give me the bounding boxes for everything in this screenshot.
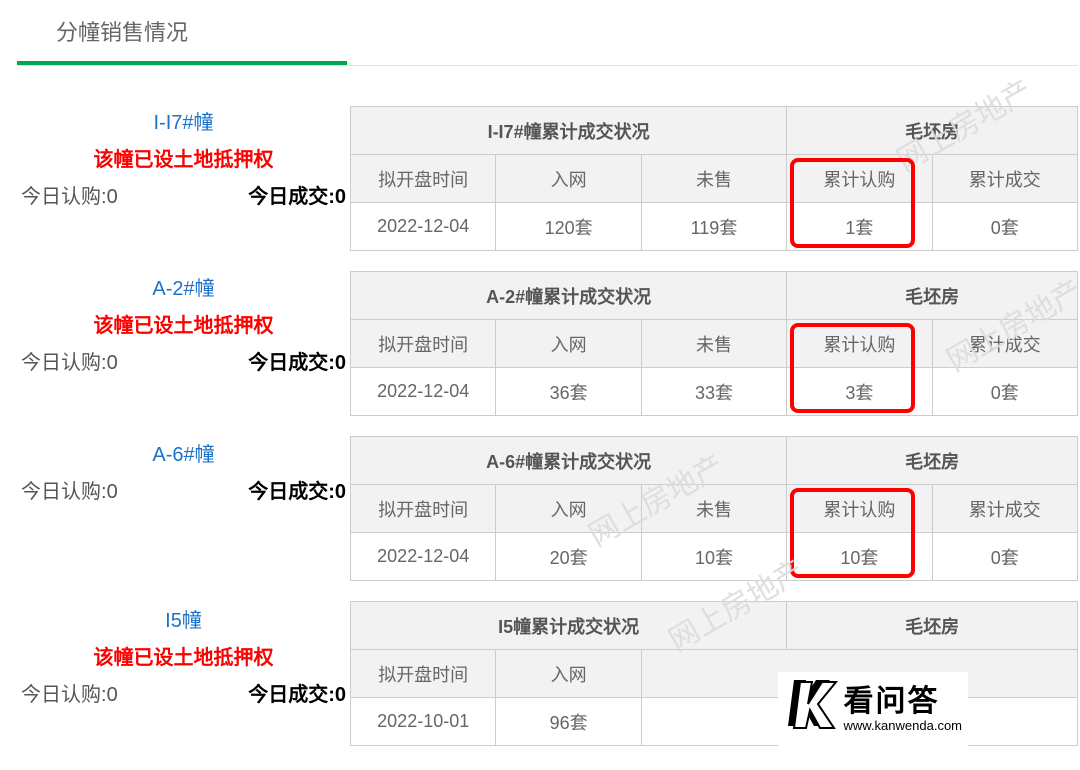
building-item: A-6#幢 今日认购:0 今日成交:0 bbox=[17, 438, 350, 574]
tab-header: 分幢销售情况 bbox=[0, 0, 1080, 65]
today-stats: 今日认购:0 今日成交:0 bbox=[17, 346, 350, 375]
cell-plan-open: 2022-12-04 bbox=[351, 533, 496, 581]
col-unsold: 未售 bbox=[641, 155, 786, 203]
today-sub-label: 今日认购:0 bbox=[21, 475, 118, 504]
building-name-link[interactable]: I-I7#幢 bbox=[153, 112, 213, 134]
today-sub-label: 今日认购:0 bbox=[21, 346, 118, 375]
building-table: 网上房地产 I5幢累计成交状况 毛坯房 拟开盘时间 入网 2022-1 bbox=[350, 601, 1078, 746]
cell-acc-sub: 1套 bbox=[787, 203, 932, 251]
today-sub-label: 今日认购:0 bbox=[21, 678, 118, 707]
building-table: 网上房地产 I-I7#幢累计成交状况 毛坯房 拟开盘时间 入网 未售 累计认购 … bbox=[350, 106, 1078, 251]
cell-plan-open: 2022-12-04 bbox=[351, 368, 496, 416]
cell-acc-sub: 3套 bbox=[787, 368, 932, 416]
site-logo-overlay: 看问答 www.kanwenda.com bbox=[778, 672, 969, 746]
status-table: A-2#幢累计成交状况 毛坯房 拟开盘时间 入网 未售 累计认购 累计成交 20… bbox=[350, 271, 1078, 416]
cell-unsold: 10套 bbox=[641, 533, 786, 581]
col-acc-deal: 累计成交 bbox=[932, 320, 1077, 368]
logo-text: 看问答 www.kanwenda.com bbox=[844, 687, 963, 732]
status-table: I5幢累计成交状况 毛坯房 拟开盘时间 入网 2022-10-01 96套 bbox=[350, 601, 1078, 746]
today-stats: 今日认购:0 今日成交:0 bbox=[17, 475, 350, 504]
tab-underline bbox=[17, 61, 347, 65]
building-item: A-2#幢 该幢已设土地抵押权 今日认购:0 今日成交:0 bbox=[17, 272, 350, 438]
logo-k-icon bbox=[784, 676, 838, 730]
room-type-cell: 毛坯房 bbox=[787, 437, 1078, 485]
today-deal-label: 今日成交:0 bbox=[248, 678, 346, 707]
status-title-cell: I-I7#幢累计成交状况 bbox=[351, 107, 787, 155]
building-list: I-I7#幢 该幢已设土地抵押权 今日认购:0 今日成交:0 A-2#幢 该幢已… bbox=[0, 106, 350, 770]
col-plan-open: 拟开盘时间 bbox=[351, 155, 496, 203]
today-deal-label: 今日成交:0 bbox=[248, 346, 346, 375]
status-table: I-I7#幢累计成交状况 毛坯房 拟开盘时间 入网 未售 累计认购 累计成交 2… bbox=[350, 106, 1078, 251]
building-table: 网上房地产 A-6#幢累计成交状况 毛坯房 拟开盘时间 入网 未售 累计认购 累… bbox=[350, 436, 1078, 581]
status-table: A-6#幢累计成交状况 毛坯房 拟开盘时间 入网 未售 累计认购 累计成交 20… bbox=[350, 436, 1078, 581]
cell-online: 120套 bbox=[496, 203, 641, 251]
col-plan-open: 拟开盘时间 bbox=[351, 650, 496, 698]
col-acc-sub: 累计认购 bbox=[787, 155, 932, 203]
col-acc-sub: 累计认购 bbox=[787, 485, 932, 533]
building-item: I5幢 该幢已设土地抵押权 今日认购:0 今日成交:0 bbox=[17, 604, 350, 770]
cell-online: 96套 bbox=[496, 698, 641, 746]
col-unsold: 未售 bbox=[641, 320, 786, 368]
col-unsold: 未售 bbox=[641, 485, 786, 533]
page-root: 分幢销售情况 I-I7#幢 该幢已设土地抵押权 今日认购:0 今日成交:0 A-… bbox=[0, 0, 1080, 770]
col-acc-deal: 累计成交 bbox=[932, 155, 1077, 203]
building-name-link[interactable]: A-6#幢 bbox=[152, 444, 214, 466]
logo-glyph bbox=[784, 676, 838, 742]
col-online: 入网 bbox=[496, 320, 641, 368]
today-deal-label: 今日成交:0 bbox=[248, 475, 346, 504]
cell-online: 20套 bbox=[496, 533, 641, 581]
logo-main-text: 看问答 bbox=[844, 687, 963, 717]
logo-url-text: www.kanwenda.com bbox=[844, 719, 963, 732]
main-content: I-I7#幢 该幢已设土地抵押权 今日认购:0 今日成交:0 A-2#幢 该幢已… bbox=[0, 106, 1080, 770]
cell-plan-open: 2022-12-04 bbox=[351, 203, 496, 251]
status-title-cell: A-2#幢累计成交状况 bbox=[351, 272, 787, 320]
room-type-cell: 毛坯房 bbox=[787, 272, 1078, 320]
mortgage-warning: 该幢已设土地抵押权 bbox=[17, 641, 350, 670]
building-table: 网上房地产 A-2#幢累计成交状况 毛坯房 拟开盘时间 入网 未售 累计认购 累… bbox=[350, 271, 1078, 416]
col-online: 入网 bbox=[496, 650, 641, 698]
building-name-link[interactable]: A-2#幢 bbox=[152, 278, 214, 300]
col-plan-open: 拟开盘时间 bbox=[351, 485, 496, 533]
today-deal-label: 今日成交:0 bbox=[248, 180, 346, 209]
cell-unsold: 119套 bbox=[641, 203, 786, 251]
today-stats: 今日认购:0 今日成交:0 bbox=[17, 180, 350, 209]
tables-column: 网上房地产 I-I7#幢累计成交状况 毛坯房 拟开盘时间 入网 未售 累计认购 … bbox=[350, 106, 1080, 770]
mortgage-warning: 该幢已设土地抵押权 bbox=[17, 143, 350, 172]
col-plan-open: 拟开盘时间 bbox=[351, 320, 496, 368]
room-type-cell: 毛坯房 bbox=[787, 602, 1078, 650]
cell-acc-sub: 10套 bbox=[787, 533, 932, 581]
header-divider bbox=[17, 65, 1078, 66]
cell-acc-deal: 0套 bbox=[932, 533, 1077, 581]
cell-acc-deal: 0套 bbox=[932, 203, 1077, 251]
col-online: 入网 bbox=[496, 155, 641, 203]
room-type-cell: 毛坯房 bbox=[787, 107, 1078, 155]
cell-acc-deal: 0套 bbox=[932, 368, 1077, 416]
col-online: 入网 bbox=[496, 485, 641, 533]
cell-plan-open: 2022-10-01 bbox=[351, 698, 496, 746]
building-name-link[interactable]: I5幢 bbox=[165, 610, 202, 632]
status-title-cell: A-6#幢累计成交状况 bbox=[351, 437, 787, 485]
status-title-cell: I5幢累计成交状况 bbox=[351, 602, 787, 650]
cell-unsold: 33套 bbox=[641, 368, 786, 416]
col-acc-sub: 累计认购 bbox=[787, 320, 932, 368]
col-acc-deal: 累计成交 bbox=[932, 485, 1077, 533]
building-item: I-I7#幢 该幢已设土地抵押权 今日认购:0 今日成交:0 bbox=[17, 106, 350, 272]
cell-online: 36套 bbox=[496, 368, 641, 416]
today-sub-label: 今日认购:0 bbox=[21, 180, 118, 209]
mortgage-warning: 该幢已设土地抵押权 bbox=[17, 309, 350, 338]
today-stats: 今日认购:0 今日成交:0 bbox=[17, 678, 350, 707]
tab-title[interactable]: 分幢销售情况 bbox=[56, 20, 188, 45]
